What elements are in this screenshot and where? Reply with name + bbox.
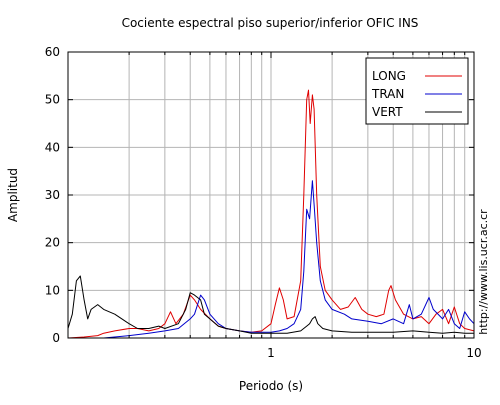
y-tick-label: 50 — [45, 93, 60, 107]
legend: LONG TRAN VERT — [365, 57, 469, 125]
y-tick-label: 10 — [45, 283, 60, 297]
series-line-long — [67, 89, 475, 339]
legend-label-vert: VERT — [372, 105, 403, 119]
series-layer — [67, 89, 475, 339]
x-tick-label: 10 — [466, 346, 481, 360]
tick-layer: 1 10 0 10 20 30 40 50 60 — [45, 45, 482, 360]
credit-text: http://www.lis.ucr.ac.cr — [477, 209, 490, 335]
y-axis-label: Amplitud — [6, 168, 20, 222]
x-axis-label: Periodo (s) — [239, 379, 303, 393]
legend-label-long: LONG — [372, 69, 406, 83]
legend-label-tran: TRAN — [371, 87, 404, 101]
y-tick-label: 40 — [45, 140, 60, 154]
legend-box — [365, 57, 469, 125]
series-line-vert — [67, 275, 474, 334]
y-tick-label: 60 — [45, 45, 60, 59]
y-tick-label: 20 — [45, 236, 60, 250]
series-line-tran — [68, 180, 475, 339]
chart-title: Cociente espectral piso superior/inferio… — [122, 16, 419, 30]
y-tick-label: 30 — [45, 188, 60, 202]
x-tick-label: 1 — [267, 346, 275, 360]
y-tick-label: 0 — [52, 331, 60, 345]
